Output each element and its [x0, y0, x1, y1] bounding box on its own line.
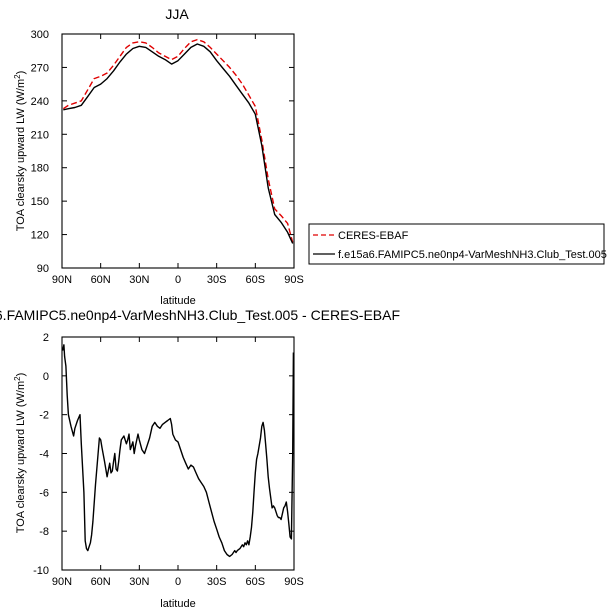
top-y-tick-label: 210 — [31, 129, 49, 141]
top-x-tick-label: 30S — [207, 274, 227, 286]
top-plot-frame — [61, 33, 295, 269]
top-x-tick-label: 30N — [129, 274, 149, 286]
bottom-x-tick-label: 60N — [91, 576, 111, 588]
top-series-line-1 — [63, 43, 294, 244]
bottom-y-tick-label: -2 — [39, 410, 49, 422]
bottom-y-tick-label: -8 — [39, 526, 49, 538]
bottom-x-tick-label: 30S — [207, 576, 227, 588]
bottom-chart-title: f.e15a6.FAMIPC5.ne0np4-VarMeshNH3.Club_T… — [0, 307, 400, 323]
bottom-series-lines — [61, 344, 295, 558]
top-y-tick-label: 90 — [37, 263, 49, 275]
top-y-tick-label: 270 — [31, 62, 49, 74]
top-x-tick-label: 90S — [284, 274, 304, 286]
bottom-y-tick-label: 0 — [43, 371, 49, 383]
bottom-x-axis-label: latitude — [160, 598, 195, 610]
top-series-lines — [62, 38, 294, 244]
bottom-series-line-0 — [61, 344, 295, 558]
top-y-tick-label: 150 — [31, 196, 49, 208]
top-x-axis-label: latitude — [160, 295, 195, 307]
legend-model-label: f.e15a6.FAMIPC5.ne0np4-VarMeshNH3.Club_T… — [338, 249, 607, 261]
bottom-y-axis-label: TOA clearsky upward LW (W/m2) — [13, 373, 27, 534]
top-x-tick-label: 60N — [91, 274, 111, 286]
top-chart-panel: 90N 60N 30N 0 30S 60S 90S 90 120 150 180 210 240 270 3… — [13, 29, 304, 307]
top-chart-title: JJA — [165, 6, 189, 22]
legend-box — [308, 223, 605, 265]
top-y-axis-label: TOA clearsky upward LW (W/m2) — [13, 71, 27, 232]
top-y-tick-label: 120 — [31, 230, 49, 242]
bottom-y-tick-label: -4 — [39, 449, 49, 461]
top-x-tick-label: 60S — [246, 274, 266, 286]
bottom-axis-ticks: 90N 60N 30N 0 30S 60S 90S 2 0 -2 -4 -6 -8 -10 — [33, 332, 304, 588]
top-x-tick-label: 0 — [175, 274, 181, 286]
top-y-tick-label: 300 — [31, 29, 49, 41]
top-y-tick-label: 180 — [31, 163, 49, 175]
top-y-tick-label: 240 — [31, 96, 49, 108]
bottom-y-tick-label: 2 — [43, 332, 49, 344]
top-axis-ticks: 90N 60N 30N 0 30S 60S 90S 90 120 150 180 210 240 270 3… — [31, 29, 304, 286]
legend: CERES-EBAF f.e15a6.FAMIPC5.ne0np4-VarMes… — [308, 223, 607, 265]
top-series-line-0 — [62, 38, 294, 243]
bottom-chart-panel: 90N 60N 30N 0 30S 60S 90S 2 0 -2 -4 -6 -8 -10 latitud… — [13, 332, 304, 610]
bottom-x-tick-label: 30N — [129, 576, 149, 588]
bottom-y-tick-label: -6 — [39, 487, 49, 499]
bottom-x-tick-label: 60S — [246, 576, 266, 588]
bottom-x-tick-label: 90S — [284, 576, 304, 588]
bottom-x-tick-label: 0 — [175, 576, 181, 588]
bottom-x-tick-label: 90N — [52, 576, 72, 588]
top-x-tick-label: 90N — [52, 274, 72, 286]
legend-ceres-label: CERES-EBAF — [338, 230, 409, 242]
bottom-y-tick-label: -10 — [33, 565, 49, 577]
bottom-plot-frame — [61, 336, 295, 571]
